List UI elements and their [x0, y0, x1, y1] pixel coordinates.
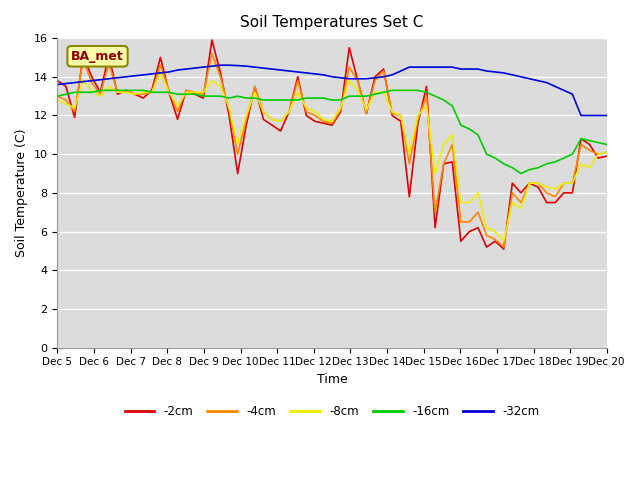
- Title: Soil Temperatures Set C: Soil Temperatures Set C: [241, 15, 424, 30]
- -32cm: [217, 62, 225, 68]
- -8cm: [54, 97, 61, 103]
- -16cm: [294, 97, 301, 103]
- -2cm: [182, 87, 190, 93]
- Legend: -2cm, -4cm, -8cm, -16cm, -32cm: -2cm, -4cm, -8cm, -16cm, -32cm: [120, 400, 544, 422]
- -4cm: [208, 51, 216, 57]
- -4cm: [346, 64, 353, 70]
- -4cm: [54, 93, 61, 99]
- -4cm: [294, 78, 301, 84]
- -16cm: [586, 138, 593, 144]
- -4cm: [500, 244, 508, 250]
- -4cm: [543, 190, 550, 196]
- Line: -8cm: -8cm: [58, 73, 607, 241]
- -32cm: [534, 78, 542, 84]
- -16cm: [97, 87, 104, 93]
- -8cm: [225, 105, 233, 110]
- -4cm: [603, 149, 611, 155]
- -2cm: [603, 153, 611, 159]
- -4cm: [182, 87, 190, 93]
- -8cm: [500, 239, 508, 244]
- -32cm: [54, 82, 61, 87]
- -8cm: [294, 89, 301, 95]
- -16cm: [603, 142, 611, 147]
- Line: -32cm: -32cm: [58, 65, 607, 116]
- -8cm: [346, 78, 353, 84]
- -8cm: [191, 89, 198, 95]
- -16cm: [346, 93, 353, 99]
- -4cm: [586, 147, 593, 153]
- -32cm: [182, 66, 190, 72]
- Y-axis label: Soil Temperature (C): Soil Temperature (C): [15, 129, 28, 257]
- -2cm: [346, 45, 353, 51]
- X-axis label: Time: Time: [317, 373, 348, 386]
- -2cm: [543, 200, 550, 205]
- -32cm: [294, 69, 301, 75]
- -8cm: [603, 149, 611, 155]
- -32cm: [577, 113, 585, 119]
- -32cm: [586, 113, 593, 119]
- -16cm: [54, 93, 61, 99]
- -32cm: [346, 76, 353, 82]
- -32cm: [225, 62, 233, 68]
- -2cm: [586, 142, 593, 147]
- -8cm: [157, 70, 164, 76]
- Line: -2cm: -2cm: [58, 40, 607, 249]
- -16cm: [517, 170, 525, 176]
- -4cm: [225, 107, 233, 113]
- Line: -4cm: -4cm: [58, 54, 607, 247]
- -2cm: [225, 113, 233, 119]
- -32cm: [603, 113, 611, 119]
- -16cm: [225, 95, 233, 101]
- Text: BA_met: BA_met: [71, 50, 124, 63]
- -2cm: [500, 246, 508, 252]
- -16cm: [191, 91, 198, 97]
- Line: -16cm: -16cm: [58, 90, 607, 173]
- -2cm: [208, 37, 216, 43]
- -2cm: [294, 74, 301, 80]
- -8cm: [586, 165, 593, 170]
- -16cm: [543, 161, 550, 167]
- -8cm: [543, 184, 550, 190]
- -2cm: [54, 78, 61, 84]
